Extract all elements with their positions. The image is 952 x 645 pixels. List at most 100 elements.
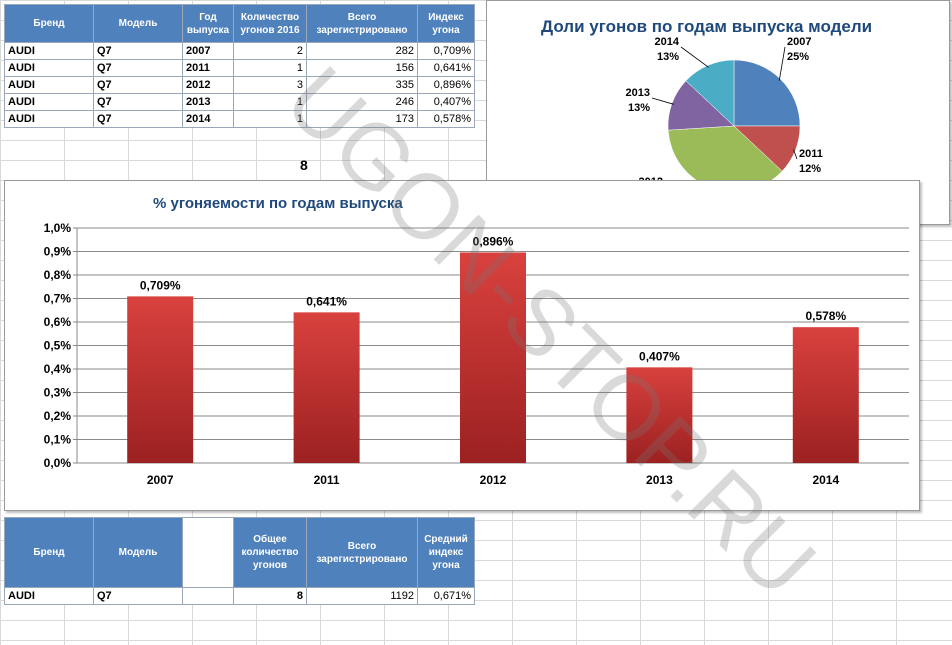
header-registered[interactable]: Всего зарегистрировано [306, 517, 418, 588]
cell-thefts[interactable]: 1 [233, 93, 307, 111]
cell-index[interactable]: 0,578% [417, 110, 475, 128]
pie-percent-label: 13% [657, 51, 679, 63]
table-row: AUDI Q7 2013 1 246 0,407% [4, 93, 475, 111]
bar-chart: 0,0% 0,1% 0,2% 0,3% 0,4% 0,5% 0,6% 0,7% 0,8% 0,9%… [44, 221, 909, 487]
pie-percent-label: 13% [628, 102, 650, 114]
header-total-thefts[interactable]: Общее количество угонов [233, 517, 307, 588]
total-thefts-cell[interactable]: 8 [300, 157, 308, 173]
header-brand[interactable]: Бренд [4, 517, 94, 588]
header-registered[interactable]: Всего зарегистрировано [306, 4, 418, 43]
pie-category-label: 2014 [655, 36, 680, 48]
cell-brand[interactable]: AUDI [4, 59, 94, 77]
header-thefts[interactable]: Количество угонов 2016 [233, 4, 307, 43]
header-model[interactable]: Модель [93, 4, 183, 43]
table-row: AUDI Q7 2012 3 335 0,896% [4, 76, 475, 94]
cell-model[interactable]: Q7 [93, 42, 183, 60]
x-tick-label: 2012 [480, 473, 507, 487]
cell-index[interactable]: 0,641% [417, 59, 475, 77]
x-tick-label: 2007 [147, 473, 174, 487]
table-row: AUDI Q7 2011 1 156 0,641% [4, 59, 475, 77]
summary-header-row: Бренд Модель Общее количество угонов Все… [4, 517, 475, 588]
y-tick-label: 0,4% [44, 362, 72, 376]
bar-data-label: 0,578% [805, 309, 846, 323]
pie-leader-line [651, 97, 674, 105]
y-tick-label: 0,5% [44, 339, 72, 353]
header-year[interactable]: Год выпуска [182, 4, 234, 43]
cell-empty[interactable] [182, 587, 234, 605]
cell-registered[interactable]: 173 [306, 110, 418, 128]
bar-2007[interactable] [127, 296, 194, 463]
pie-leader-line [778, 46, 786, 81]
header-avg-index[interactable]: Средний индекс угона [417, 517, 475, 588]
pie-category-label: 2007 [787, 36, 811, 48]
cell-registered[interactable]: 1192 [306, 587, 418, 605]
x-tick-label: 2014 [812, 473, 839, 487]
cell-model[interactable]: Q7 [93, 110, 183, 128]
cell-registered[interactable]: 282 [306, 42, 418, 60]
cell-brand[interactable]: AUDI [4, 587, 94, 605]
cell-total-thefts[interactable]: 8 [233, 587, 307, 605]
pie-leader-line [680, 46, 709, 68]
cell-registered[interactable]: 335 [306, 76, 418, 94]
bar-data-label: 0,407% [639, 349, 680, 363]
cell-brand[interactable]: AUDI [4, 110, 94, 128]
bar-2014[interactable] [792, 327, 859, 463]
cell-thefts[interactable]: 1 [233, 59, 307, 77]
bar-chart-panel[interactable]: % угоняемости по годам выпуска 0,0% 0,1% 0… [4, 180, 920, 511]
cell-brand[interactable]: AUDI [4, 76, 94, 94]
cell-brand[interactable]: AUDI [4, 42, 94, 60]
cell-registered[interactable]: 246 [306, 93, 418, 111]
y-tick-label: 1,0% [44, 221, 72, 235]
header-brand[interactable]: Бренд [4, 4, 94, 43]
pie-category-label: 2011 [799, 148, 823, 160]
pie-percent-label: 12% [799, 163, 821, 175]
pie-percent-label: 25% [787, 51, 809, 63]
cell-model[interactable]: Q7 [93, 587, 183, 605]
bar-2011[interactable] [293, 312, 360, 463]
y-tick-label: 0,7% [44, 292, 72, 306]
pie-category-label: 2013 [626, 87, 650, 99]
y-tick-label: 0,3% [44, 386, 72, 400]
header-empty[interactable] [182, 517, 234, 588]
cell-index[interactable]: 0,407% [417, 93, 475, 111]
y-tick-label: 0,8% [44, 268, 72, 282]
y-tick-label: 0,1% [44, 433, 72, 447]
y-tick-label: 0,6% [44, 315, 72, 329]
cell-year[interactable]: 2012 [182, 76, 234, 94]
pie-slice-2014[interactable] [685, 59, 735, 127]
cell-model[interactable]: Q7 [93, 76, 183, 94]
y-tick-label: 0,9% [44, 245, 72, 259]
cell-brand[interactable]: AUDI [4, 93, 94, 111]
cell-thefts[interactable]: 2 [233, 42, 307, 60]
cell-thefts[interactable]: 3 [233, 76, 307, 94]
cell-year[interactable]: 2007 [182, 42, 234, 60]
pie-slice-2007[interactable] [733, 59, 801, 127]
bar-2013[interactable] [626, 367, 693, 463]
header-index[interactable]: Индекс угона [417, 4, 475, 43]
bar-data-label: 0,641% [306, 294, 347, 308]
cell-avg-index[interactable]: 0,671% [417, 587, 475, 605]
cell-thefts[interactable]: 1 [233, 110, 307, 128]
y-tick-label: 0,0% [44, 456, 72, 470]
cell-index[interactable]: 0,709% [417, 42, 475, 60]
cell-year[interactable]: 2014 [182, 110, 234, 128]
pie-leader-line [793, 149, 798, 160]
top-data-table: Бренд Модель Год выпуска Количество угон… [4, 4, 475, 128]
y-tick-label: 0,2% [44, 409, 72, 423]
cell-model[interactable]: Q7 [93, 59, 183, 77]
bar-data-label: 0,709% [140, 278, 181, 292]
cell-model[interactable]: Q7 [93, 93, 183, 111]
x-tick-label: 2013 [646, 473, 673, 487]
bar-chart-title: % угоняемости по годам выпуска [153, 195, 403, 212]
cell-year[interactable]: 2011 [182, 59, 234, 77]
table-row: AUDI Q7 8 1192 0,671% [4, 587, 475, 605]
table-row: AUDI Q7 2007 2 282 0,709% [4, 42, 475, 60]
cell-year[interactable]: 2013 [182, 93, 234, 111]
bar-2012[interactable] [460, 252, 526, 463]
summary-table: Бренд Модель Общее количество угонов Все… [4, 517, 475, 605]
bar-data-label: 0,896% [473, 234, 514, 248]
cell-registered[interactable]: 156 [306, 59, 418, 77]
cell-index[interactable]: 0,896% [417, 76, 475, 94]
x-tick-label: 2011 [314, 473, 340, 487]
header-model[interactable]: Модель [93, 517, 183, 588]
